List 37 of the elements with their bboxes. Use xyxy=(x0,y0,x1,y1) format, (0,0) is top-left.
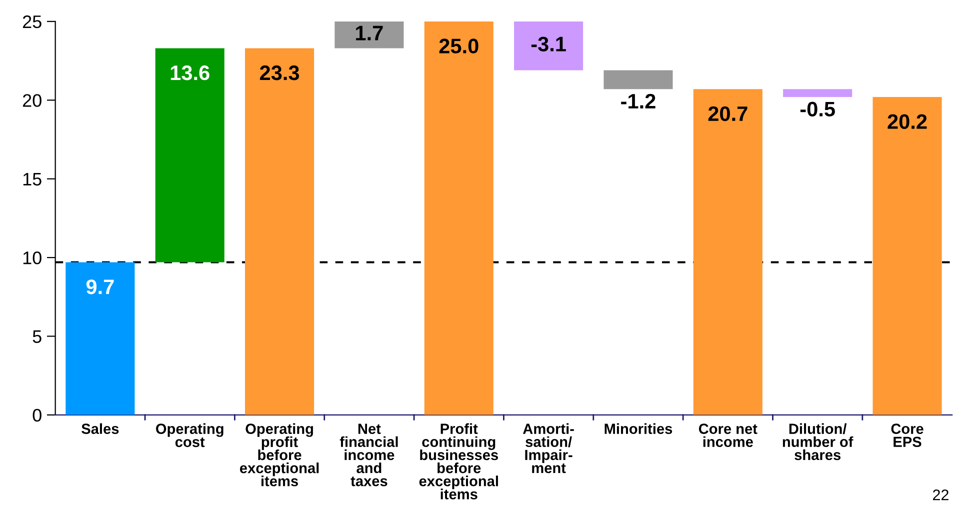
x-tick-label: Operating profit before exceptional items xyxy=(240,423,319,486)
x-tick-label: Core net income xyxy=(698,424,758,448)
bar xyxy=(155,48,224,262)
data-label: 20.2 xyxy=(888,114,927,129)
x-tick-label: Amorti- sation/ Impair- ment xyxy=(522,423,574,474)
y-tick-label: 20 xyxy=(22,94,42,107)
x-tick-label: Sales xyxy=(82,423,119,434)
data-label: -1.2 xyxy=(621,94,656,108)
x-tick-label: Operating cost xyxy=(156,423,224,448)
bar xyxy=(783,89,852,98)
bar xyxy=(872,97,942,415)
data-label: -3.1 xyxy=(531,36,566,52)
bar xyxy=(424,21,494,415)
x-tick-label: Core EPS xyxy=(891,424,924,448)
data-label: 23.3 xyxy=(260,65,300,80)
data-label: 1.7 xyxy=(356,26,383,40)
bar xyxy=(244,48,314,415)
text: 22 xyxy=(933,489,948,500)
bar xyxy=(514,21,584,70)
y-tick-label: 10 xyxy=(23,251,42,264)
data-label: -0.5 xyxy=(800,102,835,116)
y-tick-label: 15 xyxy=(23,172,42,186)
data-label: 13.6 xyxy=(170,65,210,80)
x-tick-label: Minorities xyxy=(604,423,672,434)
y-tick-label: 5 xyxy=(32,330,42,343)
x-tick-label: Profit continuing businesses before exceptional items xyxy=(419,423,498,500)
data-label: 9.7 xyxy=(86,279,114,294)
bar xyxy=(693,89,762,415)
bar xyxy=(604,70,673,90)
y-tick-label: 25 xyxy=(22,15,42,28)
data-label: 25.0 xyxy=(439,38,478,54)
y-tick-label: 0 xyxy=(32,408,42,422)
x-tick-label: Net financial income and taxes xyxy=(340,424,398,486)
data-label: 20.7 xyxy=(708,106,748,122)
bar xyxy=(66,262,135,415)
bar xyxy=(334,21,404,48)
x-tick-label: Dilution/ number of shares xyxy=(782,423,854,460)
